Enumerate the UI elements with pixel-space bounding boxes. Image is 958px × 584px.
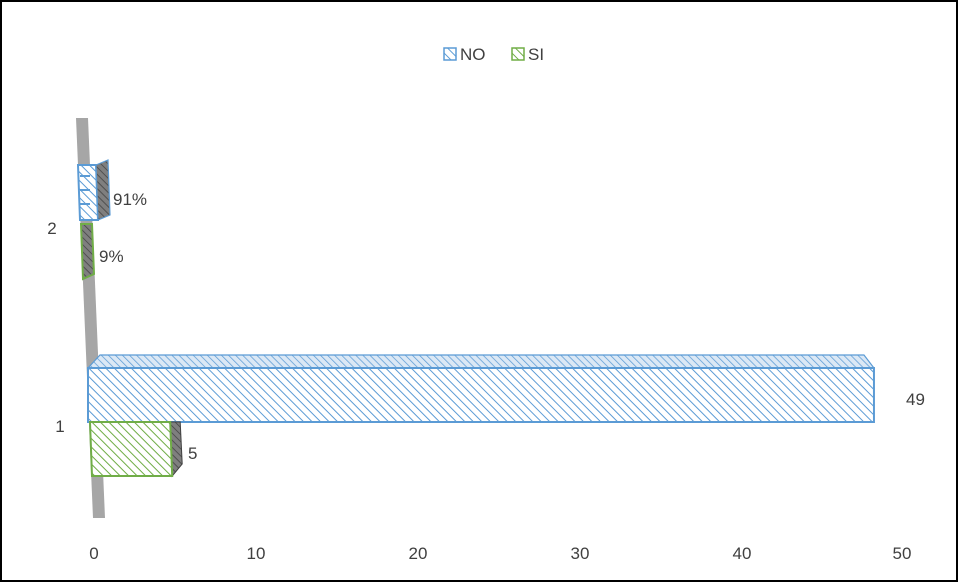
bar-no-cat2-side: [95, 159, 111, 221]
x-tick-label: 20: [409, 544, 428, 563]
legend-swatch-no: [443, 47, 457, 61]
bar-no-cat1: [87, 367, 875, 423]
x-tick-label: 50: [893, 544, 912, 563]
legend-label-si: SI: [528, 45, 544, 64]
y-category-label: 1: [55, 417, 64, 436]
bar-no-cat1-top: [86, 354, 876, 369]
bar-no-cat2: [76, 164, 100, 221]
x-tick-label: 0: [89, 544, 98, 563]
x-tick-label: 40: [733, 544, 752, 563]
data-label-no-cat2: 91%: [113, 190, 147, 209]
data-label-si-cat2: 9%: [99, 247, 124, 266]
data-label-no-cat1: 49: [906, 390, 925, 409]
legend-swatch-si: [511, 47, 525, 61]
legend: NO SI: [443, 45, 544, 64]
x-tick-label: 10: [247, 544, 266, 563]
legend-label-no: NO: [460, 45, 486, 64]
bar-si-cat1: [88, 421, 174, 477]
y-category-label: 2: [47, 219, 56, 238]
bar-si-cat2: [79, 223, 96, 281]
data-label-si-cat1: 5: [188, 444, 197, 463]
x-tick-label: 30: [571, 544, 590, 563]
